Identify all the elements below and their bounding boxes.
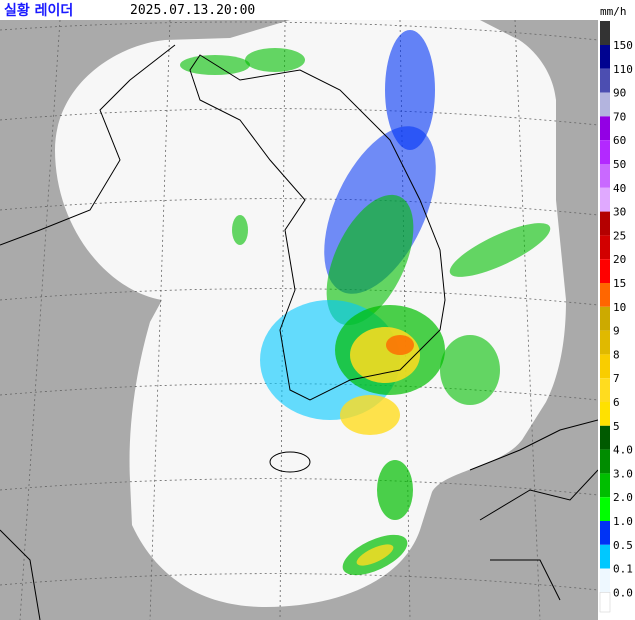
legend-label: 3.0	[613, 467, 633, 480]
legend-swatch	[600, 235, 610, 260]
legend-swatch	[600, 68, 610, 93]
legend-label: 10	[613, 301, 626, 314]
legend-swatch	[600, 402, 610, 426]
legend-swatch	[600, 378, 610, 402]
title: 실황 레이더	[4, 2, 73, 19]
legend-swatch	[600, 283, 610, 307]
legend-swatch	[600, 140, 610, 164]
legend-label: 150	[613, 39, 633, 52]
legend-label: 50	[613, 158, 626, 171]
coastlines	[0, 44, 598, 620]
legend-swatch	[600, 425, 610, 450]
legend-swatch	[600, 164, 610, 188]
legend-label: 8	[613, 348, 620, 361]
top-bar	[0, 0, 635, 20]
legend-label: 30	[613, 206, 626, 219]
legend-label: 6	[613, 396, 620, 409]
legend-swatch	[600, 211, 610, 236]
legend-label: 1.0	[613, 515, 633, 528]
legend-label: 4.0	[613, 444, 633, 457]
legend-swatch	[600, 544, 610, 569]
legend-label: 2.0	[613, 491, 633, 504]
legend-label: 40	[613, 182, 626, 195]
legend-swatch	[600, 92, 610, 117]
legend-label: 0.5	[613, 539, 633, 552]
legend-swatch	[600, 354, 610, 379]
legend-swatch	[600, 187, 610, 212]
legend-label: 20	[613, 253, 626, 266]
legend-label: 60	[613, 134, 626, 147]
legend-swatch	[600, 497, 610, 521]
legend-swatch	[600, 568, 610, 593]
legend-label: 15	[613, 277, 626, 290]
map-area	[0, 20, 598, 620]
legend-swatch	[600, 473, 610, 498]
legend-swatch	[600, 521, 610, 545]
legend-swatch	[600, 449, 610, 474]
legend-label: 5	[613, 420, 620, 433]
legend-swatch	[600, 21, 610, 45]
legend-swatch	[600, 116, 610, 141]
legend-label: 70	[613, 110, 626, 123]
legend-swatch	[600, 306, 610, 331]
legend-label: 9	[613, 325, 620, 338]
legend-label: 7	[613, 372, 620, 385]
timestamp: 2025.07.13.20:00	[130, 3, 255, 18]
legend-swatch	[600, 259, 610, 283]
legend-swatch	[599, 592, 611, 613]
legend-label: 90	[613, 87, 626, 100]
rain-echoes	[180, 30, 551, 576]
legend-label: 110	[613, 63, 633, 76]
legend-label: 0.0	[613, 586, 633, 599]
legend-label: 0.1	[613, 563, 633, 576]
legend-label: 25	[613, 229, 626, 242]
legend-swatch	[600, 45, 610, 69]
legend-swatch	[600, 330, 610, 355]
legend: 150 110 90 70 60 50 40 30 25 20 15 10 9 8 7 6 5 4.0 3.0 2.0…	[599, 21, 633, 613]
unit: mm/h	[600, 5, 627, 18]
